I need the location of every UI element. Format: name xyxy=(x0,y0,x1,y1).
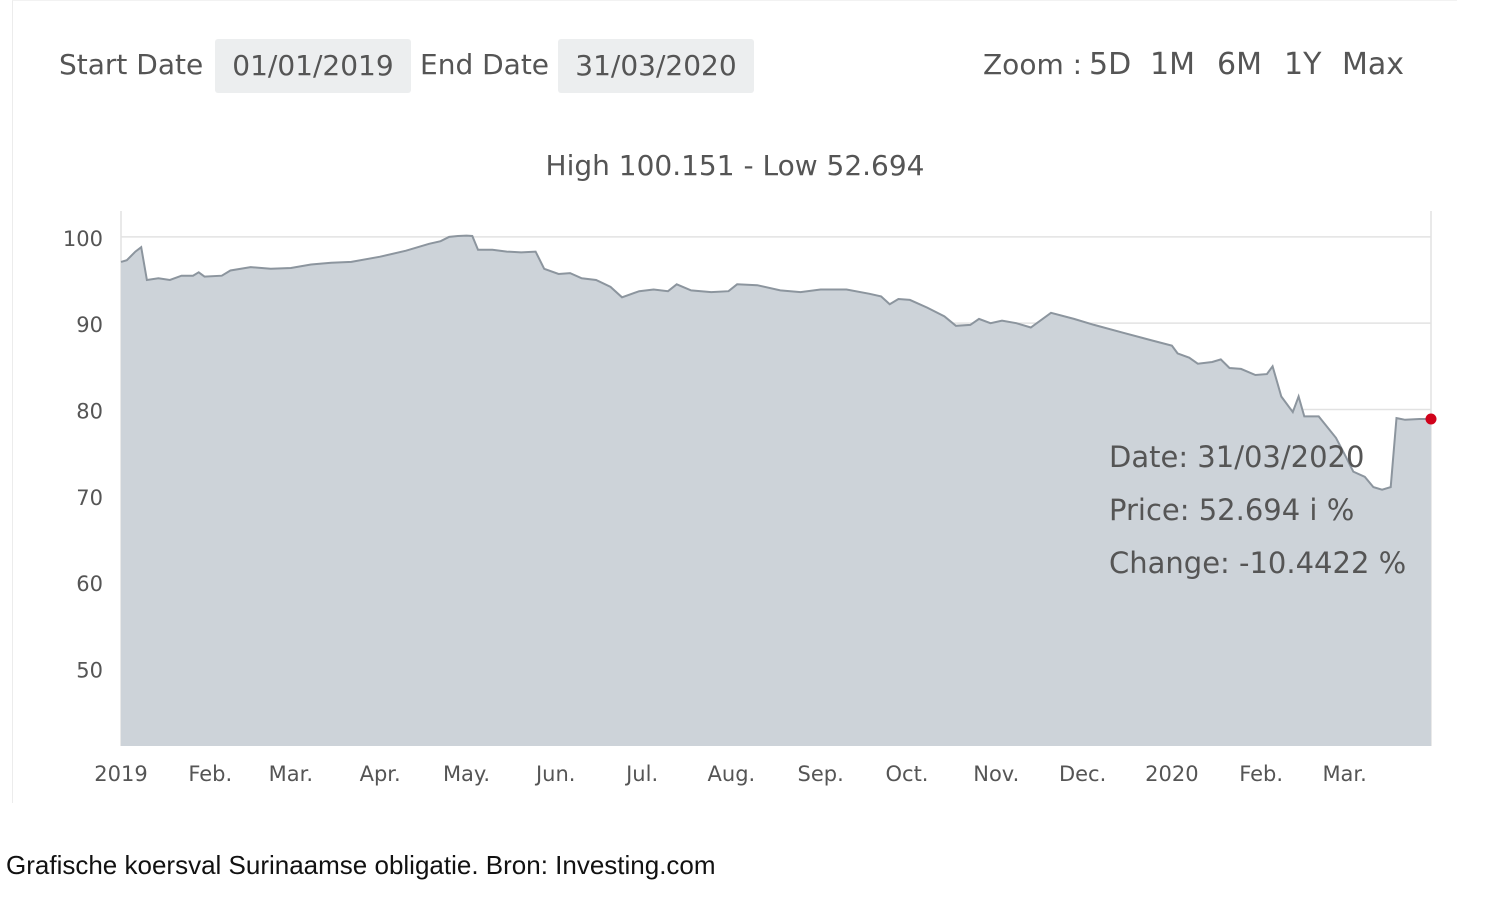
tooltip: Date: 31/03/2020 Price: 52.694 i % Chang… xyxy=(1109,440,1406,580)
end-date-input[interactable]: 31/03/2020 xyxy=(558,39,754,93)
zoom-max-button[interactable]: Max xyxy=(1342,47,1405,82)
x-tick-label: 2019 xyxy=(94,762,147,786)
tooltip-date: Date: 31/03/2020 xyxy=(1109,440,1364,474)
x-tick-label: Feb. xyxy=(188,762,232,786)
x-tick-label: Aug. xyxy=(708,762,756,786)
zoom-6m-button[interactable]: 6M xyxy=(1217,47,1262,82)
x-tick-label: Mar. xyxy=(1322,762,1366,786)
x-tick-label: Dec. xyxy=(1059,762,1106,786)
x-tick-label: 2020 xyxy=(1145,762,1198,786)
tooltip-change: Change: -10.4422 % xyxy=(1109,546,1406,580)
x-tick-label: Mar. xyxy=(269,762,313,786)
y-tick-label: 50 xyxy=(76,658,103,682)
last-point-marker[interactable] xyxy=(1425,413,1437,425)
zoom-1y-button[interactable]: 1Y xyxy=(1284,47,1322,82)
tooltip-price: Price: 52.694 i % xyxy=(1109,493,1354,527)
x-tick-label: Jul. xyxy=(624,762,658,786)
y-tick-label: 70 xyxy=(76,486,103,510)
plot-layer xyxy=(120,234,1437,746)
price-line xyxy=(120,234,1431,491)
y-tick-label: 100 xyxy=(63,227,103,251)
price-area xyxy=(121,235,1431,746)
x-tick-label: Oct. xyxy=(886,762,929,786)
y-axis: 100 90 80 70 60 50 xyxy=(63,227,103,682)
y-tick-label: 90 xyxy=(76,313,103,337)
x-tick-label: Apr. xyxy=(360,762,401,786)
zoom-1m-button[interactable]: 1M xyxy=(1150,47,1195,82)
zoom-label: Zoom : xyxy=(983,48,1083,81)
x-axis: 2019 Feb. Mar. Apr. May. Jun. Jul. Aug. Sep. Oct.… xyxy=(94,762,1367,786)
end-date-label: End Date xyxy=(420,48,550,81)
x-tick-label: Feb. xyxy=(1239,762,1283,786)
figure-caption: Grafische koersval Surinaamse obligatie.… xyxy=(6,850,716,880)
chart-title: High 100.151 - Low 52.694 xyxy=(545,149,925,182)
chart-card: Start Date 01/01/2019 End Date 31/03/202… xyxy=(12,0,1457,803)
x-tick-label: Nov. xyxy=(973,762,1019,786)
y-tick-label: 80 xyxy=(76,399,103,423)
price-chart[interactable]: 100 90 80 70 60 50 2019 Feb. Mar. Apr. May. Jun. Ju… xyxy=(13,1,1457,803)
x-tick-label: Sep. xyxy=(797,762,843,786)
x-tick-label: May. xyxy=(443,762,490,786)
x-tick-label: Jun. xyxy=(534,762,576,786)
start-date-label: Start Date xyxy=(59,48,204,81)
zoom-5d-button[interactable]: 5D xyxy=(1089,47,1132,82)
y-tick-label: 60 xyxy=(76,572,103,596)
start-date-input[interactable]: 01/01/2019 xyxy=(215,39,411,93)
